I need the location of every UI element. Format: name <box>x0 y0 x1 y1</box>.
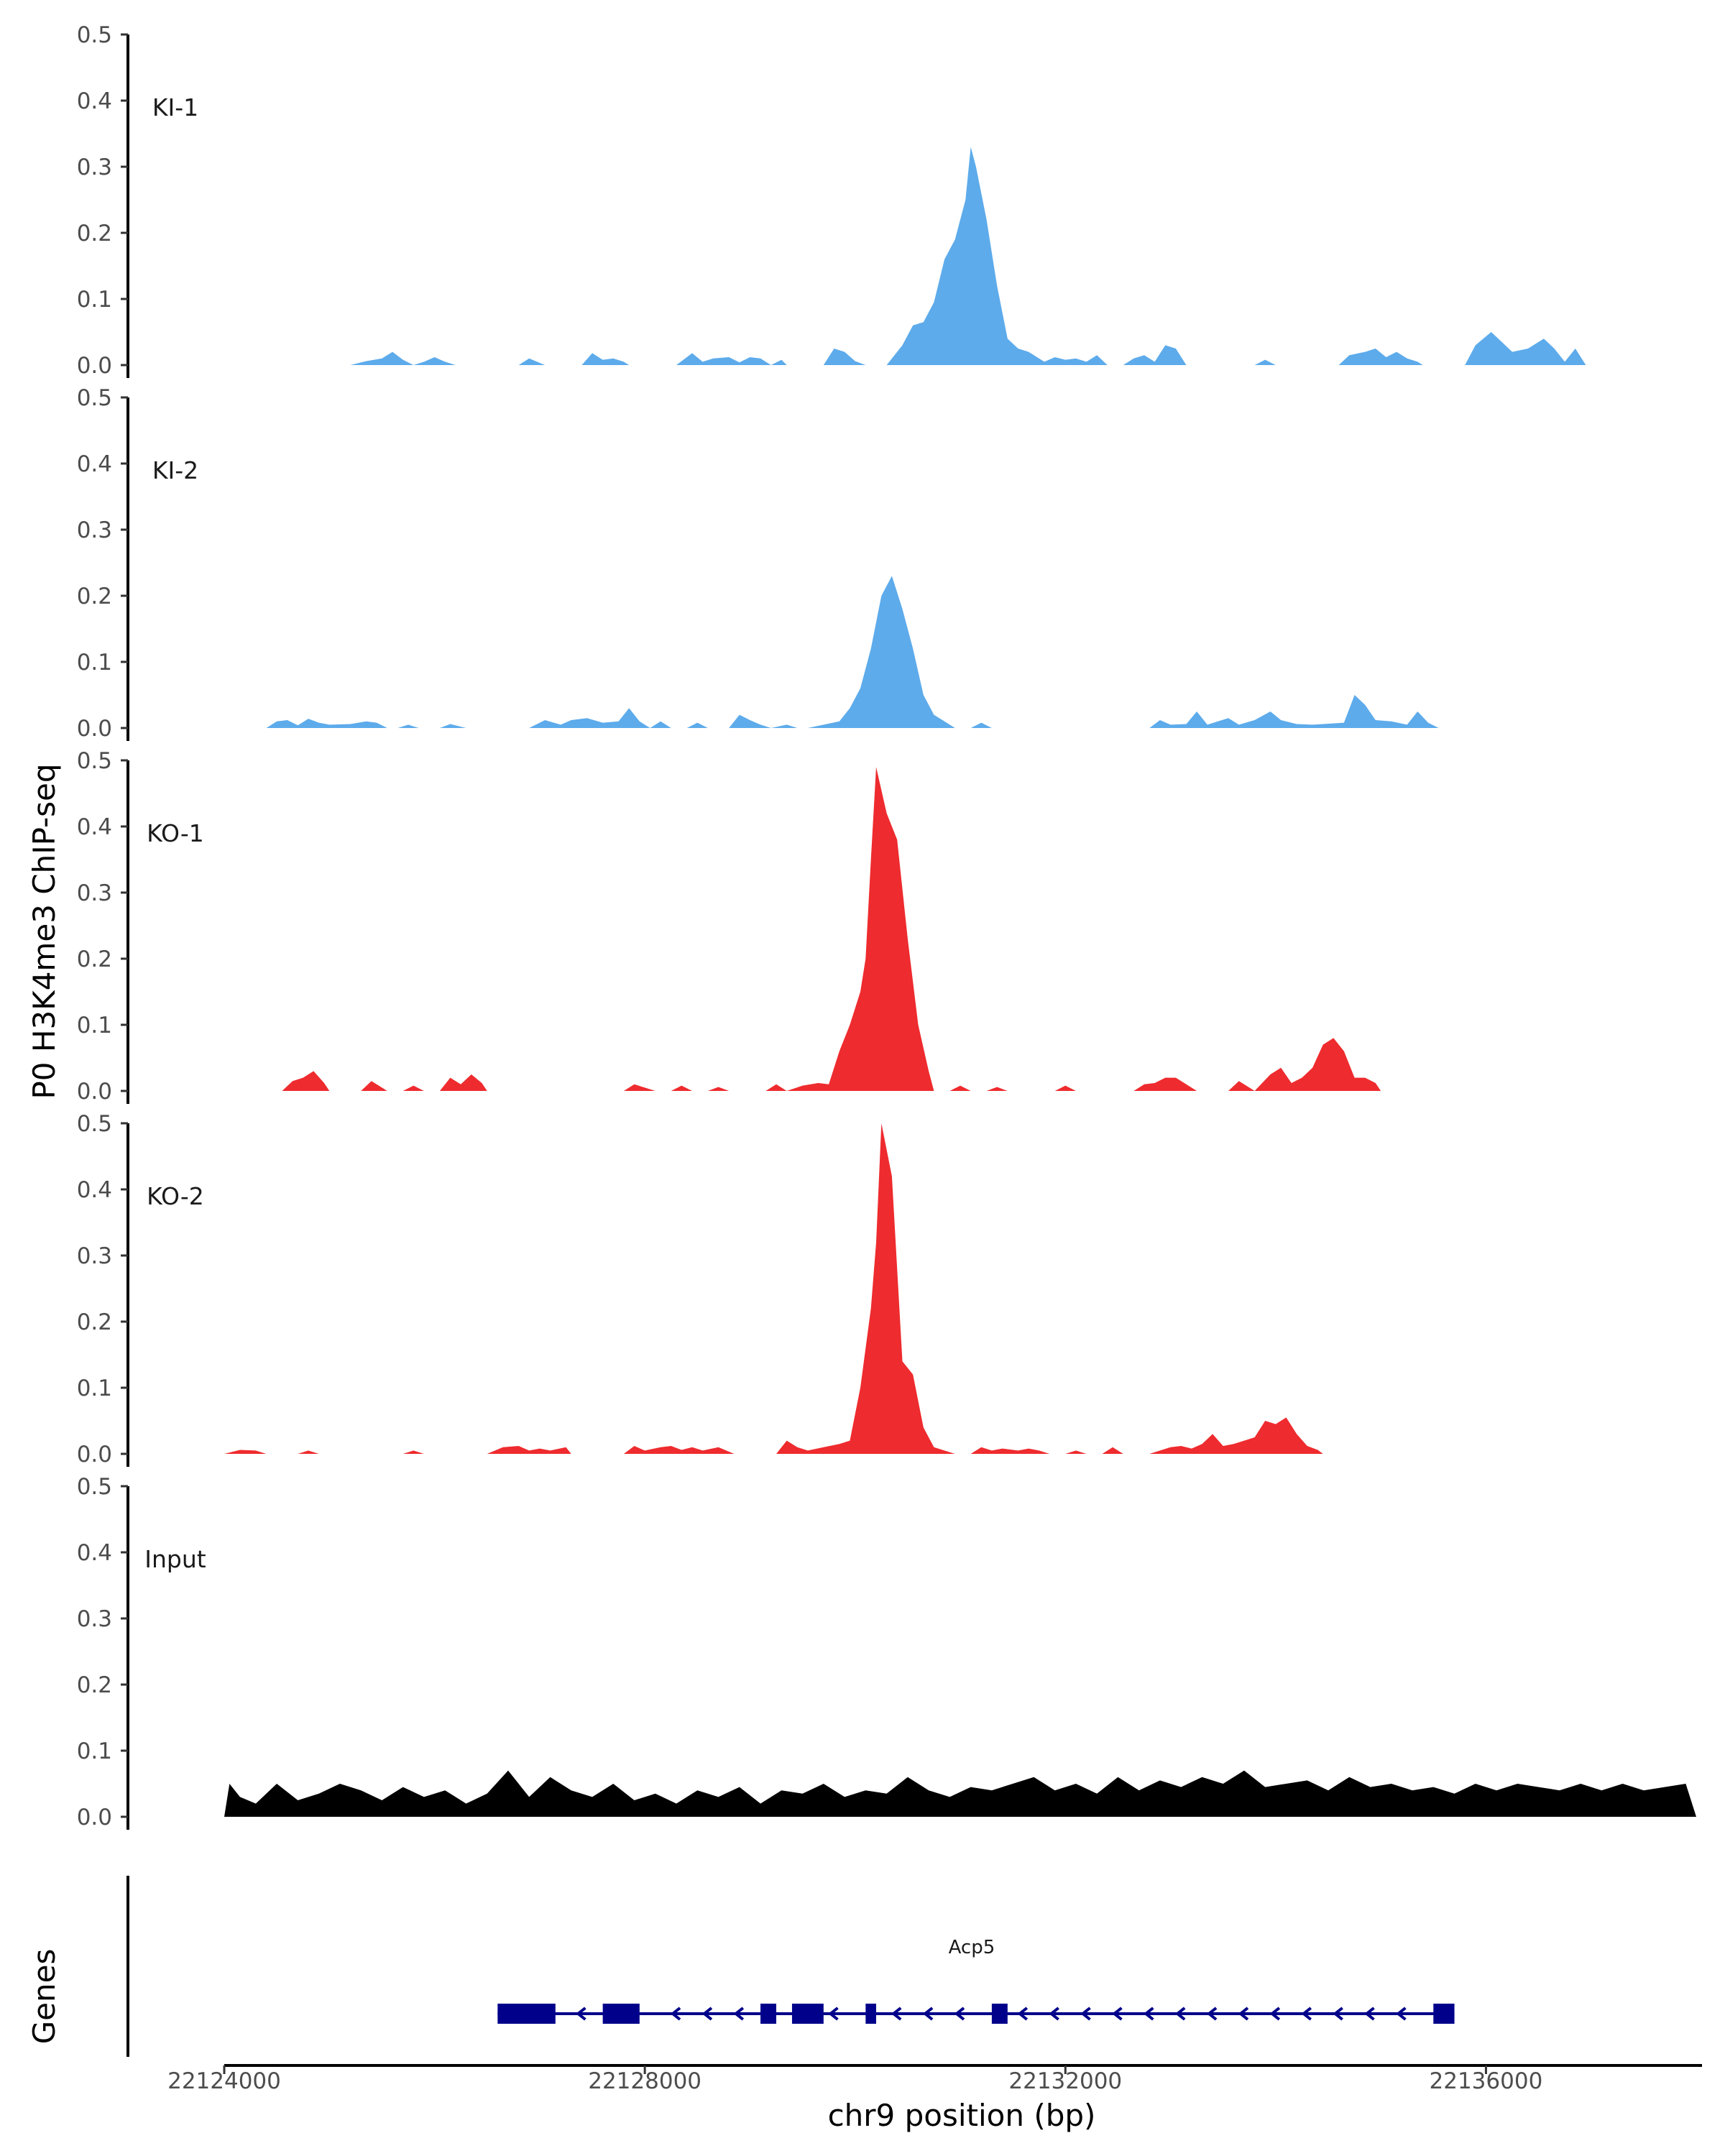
y-axis-title: P0 H3K4me3 ChIP-seq <box>27 763 62 1099</box>
exon-block <box>791 2004 824 2024</box>
strand-arrow <box>1269 2007 1281 2021</box>
strand-arrow <box>891 2007 902 2021</box>
y-tick-label: 0.4 <box>77 814 112 840</box>
y-tick-label: 0.2 <box>77 1309 112 1335</box>
y-tick-label: 0.0 <box>77 353 112 379</box>
strand-arrow <box>670 2007 681 2021</box>
signal-area-ko-2 <box>224 1123 1323 1454</box>
exon-block <box>760 2004 776 2024</box>
x-tick-label: 22124000 <box>167 2068 281 2094</box>
y-tick-label: 0.2 <box>77 946 112 972</box>
y-tick-label: 0.4 <box>77 1177 112 1203</box>
y-tick-label: 0.4 <box>77 451 112 477</box>
y-tick-label: 0.4 <box>77 88 112 114</box>
y-tick-label: 0.5 <box>77 748 112 774</box>
y-tick-label: 0.2 <box>77 584 112 609</box>
strand-arrow <box>1144 2007 1154 2021</box>
y-tick-label: 0.1 <box>77 1013 112 1038</box>
track-label-ko-2: KO-2 <box>147 1182 204 1210</box>
exon-block <box>991 2004 1008 2024</box>
strand-arrow <box>1112 2007 1123 2021</box>
y-tick-label: 0.3 <box>77 880 112 906</box>
y-tick-label: 0.5 <box>77 22 112 48</box>
y-tick-label: 0.3 <box>77 155 112 180</box>
y-tick-label: 0.0 <box>77 1442 112 1468</box>
gene-name-label: Acp5 <box>949 1937 995 1958</box>
y-tick-label: 0.5 <box>77 385 112 411</box>
y-tick-label: 0.1 <box>77 287 112 313</box>
strand-arrow <box>922 2007 934 2021</box>
signal-area-ki-2 <box>266 576 1439 728</box>
x-axis-title: chr9 position (bp) <box>828 2098 1096 2133</box>
y-tick-label: 0.5 <box>77 1111 112 1137</box>
track-label-input: Input <box>144 1545 206 1573</box>
track-panel: 0.0 0.1 0.2 0.3 0.4 0.5 KI-1 <box>77 22 1586 379</box>
strand-arrow <box>1364 2007 1375 2021</box>
strand-arrow <box>828 2007 839 2021</box>
track-label-ki-2: KI-2 <box>152 456 198 484</box>
track-panel: 0.0 0.1 0.2 0.3 0.4 0.5 KI-2 <box>77 385 1439 742</box>
exon-block <box>865 2004 876 2024</box>
strand-arrow <box>1301 2007 1312 2021</box>
signal-area-ki-1 <box>350 147 1586 365</box>
signal-area-input <box>224 1770 1696 1817</box>
strand-arrow <box>733 2007 745 2021</box>
y-tick-label: 0.0 <box>77 716 112 742</box>
track-panel: 0.0 0.1 0.2 0.3 0.4 0.5 KO-2 <box>77 1111 1323 1468</box>
y-tick-label: 0.3 <box>77 1243 112 1269</box>
strand-arrow <box>954 2007 965 2021</box>
tracks-group: 0.0 0.1 0.2 0.3 0.4 0.5 KI-1 0.0 0.1 0.2 0.3 0.4 0.5… <box>77 22 1696 1830</box>
x-axis: 22124000 22128000 22132000 22136000 <box>167 2064 1702 2094</box>
signal-area-ko-1 <box>282 767 1381 1091</box>
strand-arrow <box>576 2007 586 2021</box>
strand-arrow <box>702 2007 713 2021</box>
y-tick-label: 0.1 <box>77 650 112 676</box>
genes-axis-title: Genes <box>27 1949 62 2045</box>
y-tick-label: 0.2 <box>77 1672 112 1698</box>
strand-arrow <box>1333 2007 1343 2021</box>
track-label-ko-1: KO-1 <box>147 819 204 847</box>
track-panel: 0.0 0.1 0.2 0.3 0.4 0.5 Input <box>77 1474 1696 1830</box>
y-tick-label: 0.3 <box>77 517 112 543</box>
strand-arrow <box>1396 2007 1407 2021</box>
strand-arrow <box>1080 2007 1091 2021</box>
y-tick-label: 0.2 <box>77 221 112 247</box>
y-tick-label: 0.3 <box>77 1606 112 1632</box>
exon-block <box>602 2004 640 2024</box>
y-tick-label: 0.0 <box>77 1079 112 1105</box>
track-label-ki-1: KI-1 <box>152 93 198 121</box>
x-tick-label: 22132000 <box>1008 2068 1122 2094</box>
strand-arrow <box>1206 2007 1218 2021</box>
y-tick-label: 0.4 <box>77 1540 112 1566</box>
x-tick-label: 22128000 <box>588 2068 702 2094</box>
y-tick-label: 0.1 <box>77 1738 112 1764</box>
y-tick-label: 0.0 <box>77 1805 112 1830</box>
y-tick-label: 0.1 <box>77 1376 112 1401</box>
genes-panel: Acp5 <box>126 1876 1455 2057</box>
y-tick-label: 0.5 <box>77 1474 112 1500</box>
exon-block <box>1433 2004 1455 2024</box>
track-panel: 0.0 0.1 0.2 0.3 0.4 0.5 KO-1 <box>77 748 1381 1105</box>
strand-arrow <box>1049 2007 1059 2021</box>
strand-arrow <box>1238 2007 1249 2021</box>
strand-arrow <box>1174 2007 1186 2021</box>
strand-arrow <box>1017 2007 1029 2021</box>
exon-block <box>497 2004 556 2024</box>
x-tick-label: 22136000 <box>1430 2068 1543 2094</box>
